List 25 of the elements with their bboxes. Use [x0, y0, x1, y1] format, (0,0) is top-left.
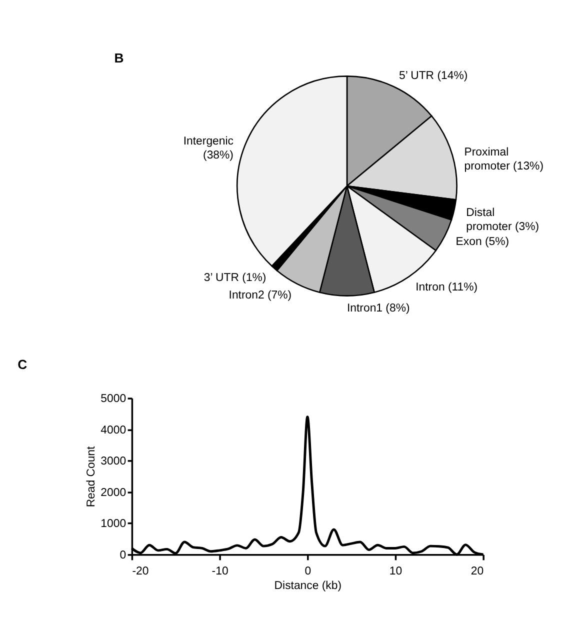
y-axis-title: Read Count — [86, 445, 98, 508]
x-tick-label: -20 — [132, 565, 149, 578]
x-tick-label: 0 — [304, 565, 312, 578]
slice-label: Intron (11%) — [416, 281, 478, 294]
slice-label: Intergenic — [183, 136, 234, 148]
x-tick-label: 20 — [470, 565, 484, 578]
y-tick-label: 5000 — [100, 393, 126, 406]
data-label: (38%) — [203, 150, 234, 162]
y-tick-label: 4000 — [100, 424, 126, 436]
slice-label: 3’ UTR (1%) — [204, 272, 266, 284]
text: B — [114, 50, 124, 66]
x-tick-label: 10 — [389, 565, 402, 578]
y-tick-label: 1000 — [100, 518, 126, 530]
text: C — [18, 357, 28, 372]
slice-label: Distal promoter (3%) — [466, 207, 540, 234]
x-axis-title: Distance (kb) — [274, 580, 342, 592]
slice-label: Exon (5%) — [456, 236, 510, 248]
slice-label: Proximal promoter (13%) — [464, 146, 544, 172]
y-tick-label: 2000 — [100, 486, 126, 499]
x-tick-label: -10 — [212, 565, 228, 578]
slice-label: 5’ UTR (14%) — [398, 70, 468, 82]
slice-label: Intron1 (8%) — [346, 302, 410, 315]
slice-label: Intron2 (7%) — [228, 289, 292, 302]
y-tick-label: 3000 — [100, 456, 126, 468]
y-tick-label: 0 — [120, 549, 126, 562]
